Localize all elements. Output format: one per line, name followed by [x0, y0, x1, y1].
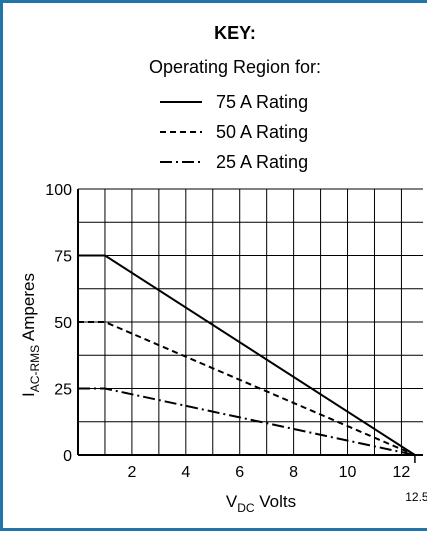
key-title: KEY: — [214, 23, 256, 43]
series-line — [78, 387, 416, 456]
x-axis-label: VDC Volts — [226, 492, 296, 515]
legend-label: 50 A Rating — [216, 122, 308, 142]
x-tick-label: 2 — [127, 464, 136, 481]
y-tick-label: 75 — [54, 249, 72, 266]
series-line — [78, 321, 416, 456]
x-tick-label: 6 — [235, 464, 244, 481]
series-line — [78, 254, 416, 456]
x-tick-label: 8 — [289, 464, 298, 481]
y-tick-label: 100 — [45, 182, 72, 199]
chart-svg: KEY: Operating Region for: 75 A Rating 50… — [19, 23, 427, 515]
tick-labels: 2 4 6 8 10 12 0 25 50 75 100 12.5 — [45, 182, 427, 504]
legend: 75 A Rating 50 A Rating 25 A Rating — [160, 92, 308, 172]
x-tick-label: 4 — [181, 464, 190, 481]
x-tick-label: 10 — [339, 464, 357, 481]
legend-label: 75 A Rating — [216, 92, 308, 112]
y-tick-label: 25 — [54, 382, 72, 399]
y-tick-label: 50 — [54, 315, 72, 332]
series-lines — [78, 254, 416, 456]
y-tick-label: 0 — [63, 448, 72, 465]
y-axis-label: IAC-RMS Amperes — [19, 273, 42, 397]
key-subtitle: Operating Region for: — [149, 57, 321, 77]
x-tick-label-extra: 12.5 — [405, 490, 427, 504]
legend-label: 25 A Rating — [216, 152, 308, 172]
x-tick-label: 12 — [393, 464, 411, 481]
grid — [77, 188, 423, 456]
